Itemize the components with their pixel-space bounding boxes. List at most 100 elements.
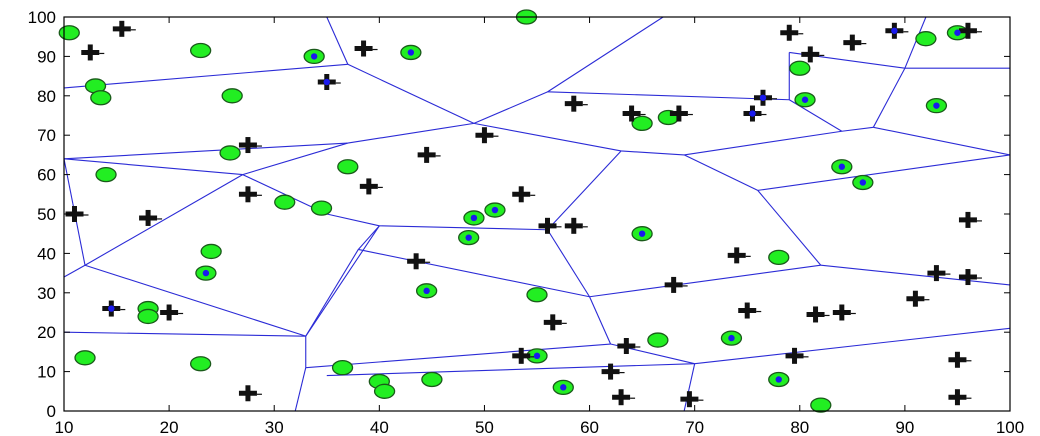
cross-point [664,276,688,293]
voronoi-edge [621,150,685,156]
blue-dot-point [638,230,646,237]
voronoi-edge [757,190,822,266]
cross-point [417,146,441,163]
cross-points [65,20,982,408]
cross-point [738,302,762,319]
cross-point [906,290,930,307]
circle-point [137,308,159,325]
cross-point [512,186,536,203]
cross-point [958,211,982,228]
cross-point [612,389,636,406]
y-tick-label: 10 [37,363,56,382]
voronoi-edge [873,126,1010,156]
circle-point [189,356,212,372]
x-tick-label: 20 [160,418,179,436]
cross-point [475,127,499,144]
circle-point [58,25,80,41]
cross-point [780,24,804,41]
cross-point [948,351,972,368]
y-tick-label: 50 [37,205,56,224]
circle-point [647,332,669,348]
voronoi-edge [326,363,695,377]
blue-dot-point [933,102,940,109]
x-tick-label: 90 [895,418,914,436]
voronoi-edge [473,91,548,124]
voronoi-edge [872,67,906,128]
voronoi-edge [64,63,348,89]
y-tick-label: 60 [37,166,56,185]
blue-dot-point [202,269,210,277]
x-tick-label: 100 [996,418,1024,436]
circle-point [373,383,396,399]
y-tick-label: 70 [37,126,56,145]
blue-dot-point [465,234,472,241]
blue-dot-points [108,27,961,391]
voronoi-edge [841,126,874,132]
y-tick-label: 20 [37,323,56,342]
blue-dot-point [859,179,867,186]
circle-point [915,31,937,47]
x-tick-label: 70 [685,418,704,436]
blue-dot-point [407,49,415,56]
circle-point [337,159,359,175]
circle-point [95,166,117,183]
circle-point [274,194,296,210]
circle-point [421,371,443,388]
circle-point [200,243,222,260]
voronoi-edge [326,17,349,65]
voronoi-edge [684,130,842,156]
blue-dot-point [801,96,809,103]
cross-point [832,304,856,321]
cross-point [81,44,105,61]
x-tick-label: 50 [475,418,494,436]
blue-dot-point [491,206,499,214]
circle-point [768,249,790,265]
cross-point [538,217,562,234]
blue-dot-point [749,110,756,117]
voronoi-edge [683,363,696,411]
x-tick-label: 80 [790,418,809,436]
cross-point [564,217,588,234]
circle-point [631,115,653,132]
y-tick-label: 100 [28,8,56,27]
cross-point [801,46,825,63]
circle-point [810,397,832,413]
voronoi-edge [547,91,790,101]
blue-dot-point [775,376,782,383]
voronoi-edge [294,367,307,411]
axis-ticks [63,16,1011,412]
cross-point [622,105,646,122]
cross-point [139,209,163,226]
cross-point [785,347,809,364]
cross-point [238,385,262,402]
voronoi-edge [347,63,475,124]
blue-dot-point [759,94,767,101]
voronoi-edge [64,331,306,337]
cross-point [564,95,588,112]
voronoi-edge [242,142,348,176]
voronoi-edge [547,150,622,231]
voronoi-edge [357,225,380,250]
x-tick-label: 30 [265,418,284,436]
cross-point [359,178,383,195]
voronoi-edge [64,264,86,278]
x-tick-label: 60 [580,418,599,436]
voronoi-edge [589,264,821,298]
circle-point [90,90,112,106]
voronoi-edge [358,248,590,298]
circle-point [789,60,811,76]
x-tick-label: 10 [55,418,74,436]
x-tick-labels: 10 20 30 40 50 60 70 80 90 100 [55,418,1025,436]
y-tick-labels: 0 10 20 30 40 50 60 70 80 90 100 [28,8,56,421]
circle-point [74,350,96,366]
cross-point [601,363,625,380]
voronoi-edge [84,174,243,266]
voronoi-edge [683,154,758,191]
cross-point [958,22,982,39]
cross-point [354,40,378,57]
circle-point [221,88,243,104]
voronoi-edge [326,213,380,227]
cross-point [238,137,262,154]
voronoi-edge [473,122,622,152]
